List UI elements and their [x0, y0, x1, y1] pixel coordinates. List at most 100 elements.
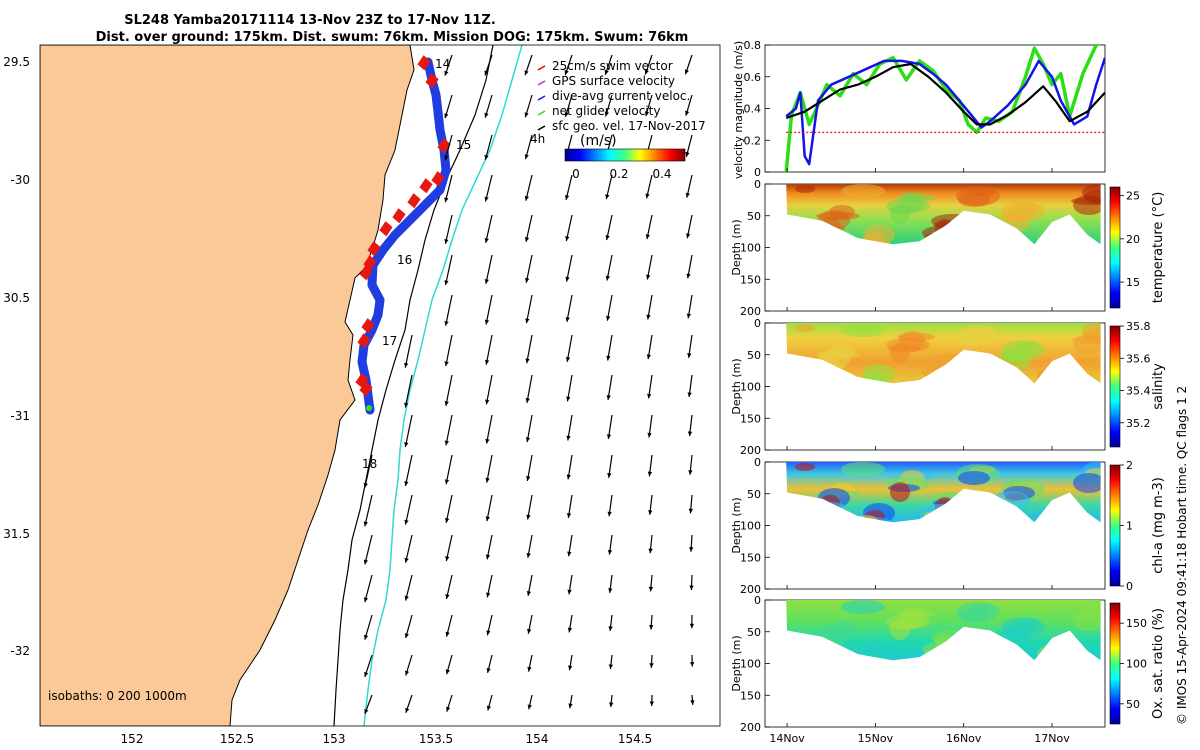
colorbar-tick-label: 150 [1126, 617, 1147, 630]
velocity-arrow [445, 414, 453, 446]
swim-vector [423, 179, 432, 188]
velocity-arrowhead [649, 663, 654, 668]
velocity-arrowhead [484, 196, 489, 202]
map-x-ticks: 152 152.5 153 153.5 154 154.5 [121, 732, 653, 746]
velocity-arrow [566, 294, 573, 323]
swim-vector [434, 174, 443, 182]
velocity-arrowhead [444, 155, 449, 161]
swim-vector [361, 385, 370, 394]
swim-vector [419, 185, 428, 194]
velocity-arrowhead [527, 666, 532, 672]
velocity-arrowhead [609, 702, 614, 708]
swim-vector [411, 194, 420, 203]
day-label-17: 17 [382, 334, 397, 348]
velocity-arrow [525, 294, 533, 324]
colorbar-tick-label: 100 [1126, 658, 1147, 671]
velocity-arrowhead [524, 195, 529, 201]
velocity-arrowhead [566, 435, 571, 441]
colorbar-label-salinity: salinity [1151, 363, 1166, 410]
map-y-ticks: 29.5 -30 30.5 -31 31.5 -32 [3, 55, 30, 658]
swim-vector [359, 374, 368, 383]
velocity-arrow [485, 254, 493, 285]
swim-vector [421, 56, 430, 65]
velocity-arrowhead [568, 665, 573, 671]
swim-vector [358, 376, 367, 384]
section-texture [1073, 195, 1101, 215]
velocity-arrowhead [484, 112, 489, 118]
lat-tick-32: -32 [10, 644, 30, 658]
velocity-arrowhead [689, 623, 695, 629]
net-glider-endpoint [366, 405, 372, 411]
depth-tick-label: 50 [747, 626, 761, 639]
velocity-arrowhead [526, 514, 531, 520]
swim-vector [360, 373, 369, 381]
velocity-arrowhead [363, 634, 369, 640]
section-texture [841, 462, 885, 476]
velocity-arrowhead [685, 192, 690, 198]
section-texture [841, 184, 885, 198]
velocity-arrow [404, 534, 413, 563]
swim-vector [379, 228, 388, 237]
velocity-arrowhead [606, 355, 611, 361]
swim-vector [383, 222, 392, 231]
swim-vector [371, 242, 380, 251]
velocity-arrowhead [404, 519, 409, 525]
velocity-arrowhead [689, 547, 694, 552]
swim-vector [429, 74, 438, 83]
glider-track [355, 55, 451, 415]
swim-vector [439, 142, 448, 151]
velocity-arrowhead [688, 508, 694, 514]
velocity-arrowhead [444, 479, 450, 485]
swim-vector [394, 212, 403, 221]
swim-vector [420, 58, 429, 66]
legend-swatch [537, 110, 546, 116]
section-texture [890, 343, 910, 363]
swim-vector [417, 62, 426, 71]
swim-vector [408, 199, 417, 207]
velocity-ylabel: velocity magnitude (m/s) [732, 41, 745, 179]
velocity-arrowhead [524, 112, 529, 118]
velocity-arrow [485, 294, 493, 325]
velocity-arrow [485, 374, 493, 405]
velocity-arrowhead [686, 233, 691, 239]
swim-vector [433, 175, 442, 184]
swim-vector [360, 271, 369, 279]
time-tick-label: 14Nov [769, 732, 805, 745]
velocity-arrowhead [644, 111, 650, 117]
swim-vector [425, 80, 434, 89]
legend-item-2: dive-avg current veloc. [537, 89, 690, 103]
legend-swatch [537, 95, 546, 101]
velocity-arrowhead [690, 662, 695, 667]
velocity-arrowhead [564, 195, 570, 200]
colorbar-oxygen [1109, 602, 1121, 725]
velocity-arrowhead [364, 671, 369, 677]
time-tick-label: 16Nov [946, 732, 982, 745]
swim-vector [363, 262, 372, 271]
legend-swatch [537, 125, 546, 131]
velocity-arrow [566, 254, 573, 282]
velocity-arrowhead [567, 627, 573, 633]
swim-vector [407, 200, 416, 209]
velocity-arrowhead [689, 585, 694, 591]
velocity-arrow [486, 454, 493, 483]
swim-vector [365, 259, 374, 268]
velocity-arrowhead [484, 238, 489, 243]
depth-tick-label: 0 [754, 594, 761, 607]
section-texture [1073, 334, 1101, 354]
velocity-arrowhead [404, 670, 410, 676]
velocity-arrowhead [404, 402, 409, 408]
swim-vector [367, 256, 376, 265]
velocity-arrowhead [404, 362, 409, 368]
velocity-ytick-label: 0 [754, 166, 761, 179]
time-tick-label: 17Nov [1034, 732, 1070, 745]
swim-vector [364, 381, 373, 389]
day-label-18: 18 [362, 457, 377, 471]
swim-vector [362, 324, 371, 332]
swim-vector [430, 73, 439, 81]
velocity-arrowhead [485, 438, 490, 444]
velocity-arrowhead [446, 706, 451, 712]
swim-vector [364, 265, 373, 273]
lat-tick-29-5: 29.5 [3, 55, 30, 69]
swim-vector [409, 197, 418, 206]
